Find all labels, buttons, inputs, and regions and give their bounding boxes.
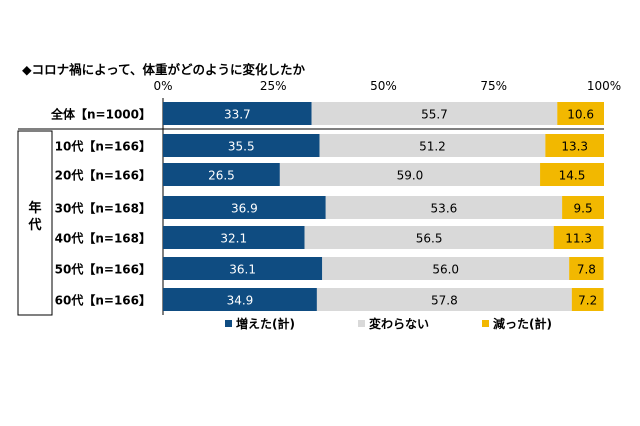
bar-segment xyxy=(163,134,320,157)
bar-segment xyxy=(540,163,604,186)
category-label: 全体【n=1000】 xyxy=(50,107,151,122)
legend-swatch xyxy=(358,320,365,327)
bar-segment xyxy=(163,226,305,249)
data-label: 57.8 xyxy=(431,294,458,308)
data-label: 36.1 xyxy=(229,263,256,277)
bar-segment xyxy=(316,288,572,311)
x-tick-label: 50% xyxy=(370,79,397,93)
data-label: 32.1 xyxy=(220,232,247,246)
bar-segment xyxy=(553,226,604,249)
x-tick-label: 100% xyxy=(587,79,621,93)
data-label: 9.5 xyxy=(574,202,593,216)
category-label: 50代【n=166】 xyxy=(55,262,151,277)
category-label: 20代【n=166】 xyxy=(55,168,151,183)
data-label: 26.5 xyxy=(208,169,235,183)
data-label: 34.9 xyxy=(227,294,254,308)
data-label: 13.3 xyxy=(561,140,588,154)
bar-segment xyxy=(163,288,317,311)
data-label: 56.5 xyxy=(416,232,443,246)
bar-segment xyxy=(325,196,563,219)
x-tick-label: 25% xyxy=(260,79,287,93)
data-label: 56.0 xyxy=(432,263,459,277)
x-tick-label: 0% xyxy=(153,79,172,93)
data-label: 11.3 xyxy=(565,232,592,246)
data-label: 36.9 xyxy=(231,202,258,216)
age-group-label: 年 xyxy=(28,200,41,216)
bar-segment xyxy=(311,102,558,125)
data-label: 59.0 xyxy=(397,169,424,183)
bar-segment xyxy=(163,196,326,219)
bar-segment xyxy=(163,257,323,280)
bar-segment xyxy=(569,257,604,280)
data-label: 7.2 xyxy=(578,294,597,308)
age-group-label: 代 xyxy=(27,217,41,233)
category-label: 10代【n=166】 xyxy=(55,139,151,154)
legend-label: 変わらない xyxy=(369,316,429,331)
x-tick-label: 75% xyxy=(480,79,507,93)
data-label: 7.8 xyxy=(577,263,596,277)
category-label: 30代【n=168】 xyxy=(55,201,151,216)
data-label: 51.2 xyxy=(419,140,446,154)
data-label: 53.6 xyxy=(431,202,458,216)
age-group-box xyxy=(17,130,53,316)
data-label: 33.7 xyxy=(224,108,251,122)
bar-segment xyxy=(322,257,570,280)
bar-segment xyxy=(163,163,280,186)
bar-segment xyxy=(545,134,604,157)
bar-segment xyxy=(319,134,546,157)
data-label: 10.6 xyxy=(567,108,594,122)
bar-segment xyxy=(279,163,541,186)
category-label: 40代【n=168】 xyxy=(55,231,151,246)
legend-swatch xyxy=(225,320,232,327)
bar-segment xyxy=(557,102,604,125)
legend-label: 増えた(計) xyxy=(236,316,295,331)
bar-segment xyxy=(163,102,312,125)
data-label: 55.7 xyxy=(421,108,448,122)
bar-segment xyxy=(304,226,554,249)
bar-segment xyxy=(571,288,604,311)
legend-swatch xyxy=(482,320,489,327)
chart-title: ◆コロナ禍によって、体重がどのように変化したか xyxy=(22,62,305,77)
bar-segment xyxy=(562,196,604,219)
category-label: 60代【n=166】 xyxy=(55,293,151,308)
data-label: 14.5 xyxy=(559,169,586,183)
data-label: 35.5 xyxy=(228,140,255,154)
legend-label: 減った(計) xyxy=(493,316,552,331)
